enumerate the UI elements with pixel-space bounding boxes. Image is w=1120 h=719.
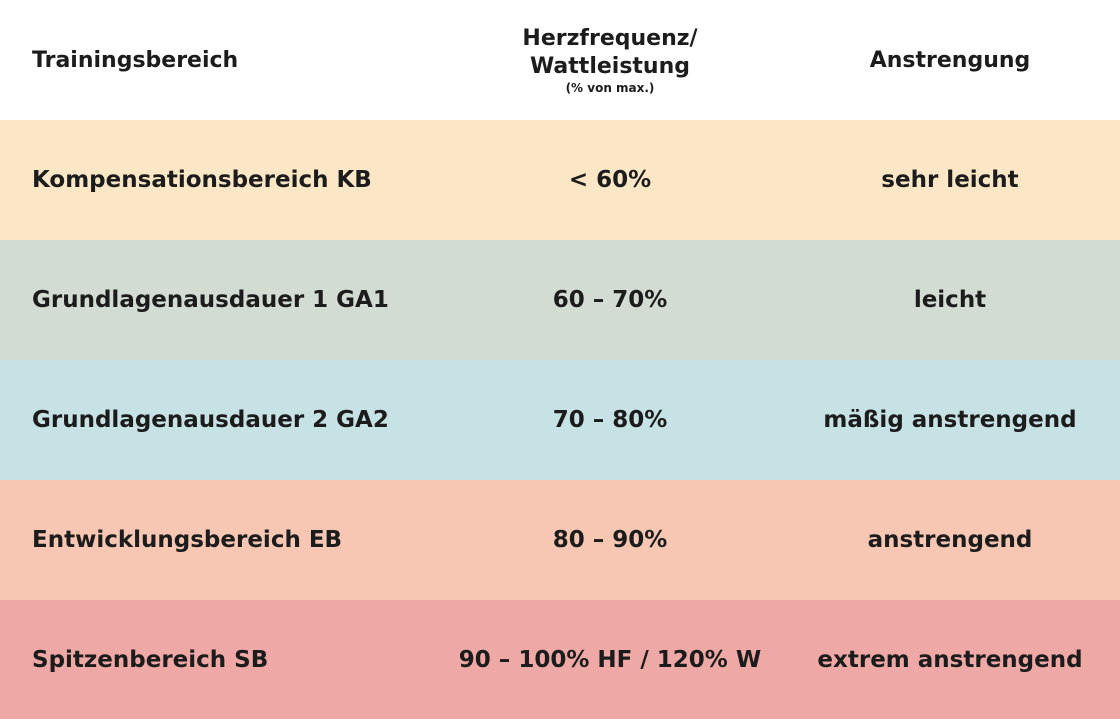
zone-effort: extrem anstrengend [817,646,1083,673]
zone-range: 90 – 100% HF / 120% W [458,646,762,673]
table-row: Kompensationsbereich KB < 60% sehr leich… [0,120,1120,240]
table-row: Spitzenbereich SB 90 – 100% HF / 120% W … [0,600,1120,719]
table-header: Trainingsbereich Herzfrequenz/ Wattleist… [0,0,1120,120]
zone-range: < 60% [568,167,652,193]
zone-name: Grundlagenausdauer 1 GA1 [32,287,389,313]
header-heart-rate-stack: Herzfrequenz/ Wattleistung (% von max.) [522,25,697,95]
table-row: Grundlagenausdauer 2 GA2 70 – 80% mäßig … [0,360,1120,480]
zone-range: 60 – 70% [552,287,668,313]
header-percent-of-max: (% von max.) [565,81,655,95]
zone-effort: sehr leicht [881,167,1019,193]
zone-effort: leicht [913,287,987,313]
zone-name: Spitzenbereich SB [32,646,269,673]
header-heart-rate-line2: Wattleistung [529,54,691,79]
zone-effort: anstrengend [867,527,1033,553]
zone-range: 70 – 80% [552,407,668,433]
zone-name: Kompensationsbereich KB [32,167,372,193]
zone-name: Entwicklungsbereich EB [32,527,343,553]
zone-range: 80 – 90% [552,527,668,553]
header-heart-rate-wattage: Herzfrequenz/ Wattleistung (% von max.) [440,0,780,120]
zone-name: Grundlagenausdauer 2 GA2 [32,407,389,433]
header-training-zone: Trainingsbereich [32,47,239,73]
header-heart-rate-line1: Herzfrequenz/ [522,26,698,51]
header-effort: Anstrengung [869,47,1031,73]
table-row: Grundlagenausdauer 1 GA1 60 – 70% leicht [0,240,1120,360]
zone-effort: mäßig anstrengend [823,407,1077,433]
table-row: Entwicklungsbereich EB 80 – 90% anstreng… [0,480,1120,600]
